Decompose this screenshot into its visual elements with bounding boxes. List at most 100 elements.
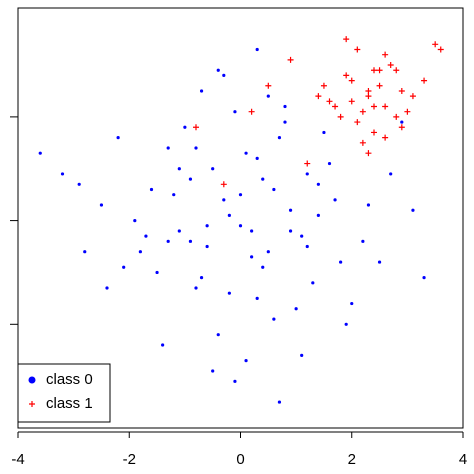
point: [311, 281, 315, 285]
point: [38, 151, 42, 155]
point: [194, 286, 198, 290]
point: [250, 255, 254, 259]
point: [193, 124, 199, 131]
point: [116, 136, 120, 140]
point: [316, 213, 320, 218]
plot-frame: [17, 7, 464, 429]
point: [437, 46, 444, 53]
point: [133, 218, 137, 223]
point: [393, 113, 400, 120]
point: [409, 93, 416, 100]
point: [277, 136, 282, 140]
point: [376, 82, 383, 89]
point: [339, 260, 343, 264]
x-tick-label: -2: [123, 451, 136, 468]
point: [227, 291, 231, 295]
point: [250, 229, 254, 233]
point: [248, 108, 255, 115]
point: [261, 265, 265, 269]
point: [233, 110, 237, 114]
point: [266, 250, 270, 254]
point: [238, 193, 243, 197]
x-tick-label: -4: [11, 451, 24, 468]
point: [272, 317, 276, 321]
point: [315, 93, 322, 100]
point: [216, 68, 220, 72]
x-tick-label: 4: [459, 451, 467, 468]
x-tick-label: 2: [348, 451, 356, 468]
point: [376, 67, 383, 74]
point: [348, 77, 355, 84]
point: [398, 87, 405, 94]
point: [305, 244, 309, 249]
point: [227, 213, 231, 218]
point: [188, 177, 193, 181]
point: [337, 113, 344, 120]
point: [166, 146, 170, 150]
point: [326, 98, 333, 105]
point: [300, 234, 304, 238]
point: [316, 182, 320, 186]
point: [300, 353, 304, 358]
point: [238, 224, 243, 228]
point: [77, 182, 81, 186]
point: [183, 125, 187, 129]
point: [122, 265, 126, 269]
point: [359, 108, 366, 115]
point: [422, 276, 426, 280]
point: [149, 187, 154, 192]
point: [188, 239, 193, 243]
point: [294, 307, 298, 311]
point: [138, 250, 142, 254]
point: [199, 276, 204, 280]
point: [327, 161, 332, 166]
point: [166, 239, 170, 243]
point: [354, 46, 361, 53]
point: [400, 120, 404, 124]
point: [216, 333, 220, 337]
point: [404, 108, 411, 115]
point: [287, 56, 294, 63]
point: [222, 73, 226, 78]
point: [205, 244, 209, 249]
point: [265, 82, 272, 89]
point: [199, 89, 204, 93]
point: [343, 36, 350, 43]
point: [261, 177, 265, 181]
point: [365, 87, 372, 94]
point: [305, 172, 309, 176]
point: [382, 103, 389, 110]
point: [220, 181, 227, 188]
point: [233, 379, 237, 383]
point: [144, 234, 148, 238]
point: [393, 67, 400, 74]
point: [194, 146, 198, 150]
point: [382, 51, 389, 58]
point: [99, 203, 104, 207]
point: [83, 250, 87, 254]
plot-area: [38, 36, 444, 404]
point: [398, 124, 405, 131]
point: [361, 239, 365, 243]
point: [172, 193, 176, 197]
point: [371, 103, 377, 110]
point: [255, 47, 259, 52]
point: [161, 343, 165, 347]
point: [432, 41, 439, 48]
point: [333, 198, 337, 202]
point: [60, 172, 65, 176]
point: [343, 72, 350, 79]
legend-box: [17, 363, 111, 423]
point: [155, 270, 159, 275]
point: [288, 208, 293, 212]
point: [365, 150, 372, 157]
point: [382, 134, 389, 141]
point: [211, 369, 215, 373]
point: [255, 156, 259, 160]
point: [244, 358, 248, 363]
point: [222, 198, 226, 202]
legend-label: class 1: [46, 395, 93, 412]
point: [344, 322, 348, 326]
point: [348, 98, 355, 105]
